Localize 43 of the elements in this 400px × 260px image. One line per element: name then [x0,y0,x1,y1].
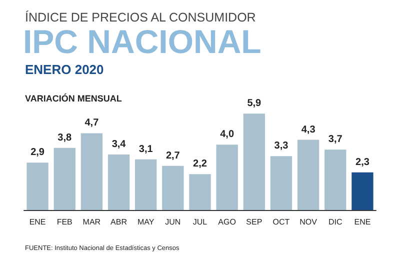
y-axis-title: VARIACIÓN MENSUAL [25,94,122,104]
chart-subtitle: ÍNDICE DE PRECIOS AL CONSUMIDOR [25,10,256,24]
bar [54,148,76,210]
bar [243,114,265,210]
bar [162,166,184,210]
bar [216,144,238,210]
data-label: 2,3 [356,156,370,168]
x-tick-label: JUL [192,218,208,226]
bar [352,172,374,210]
bar [270,156,292,210]
x-tick-label: AGO [218,218,236,226]
data-label: 3,8 [58,132,72,144]
x-tick-label: ENE [29,218,46,226]
x-tick-label: NOV [300,218,318,226]
bar [324,150,346,210]
data-label: 5,9 [247,98,262,110]
bar [135,159,157,210]
bar [108,154,130,210]
x-tick-label: JUN [165,218,181,226]
data-label: 3,4 [112,138,126,150]
data-label: 3,3 [274,140,289,152]
data-label: 2,7 [166,150,180,162]
chart-title: IPC NACIONAL [23,23,262,60]
data-label: 3,1 [138,144,154,155]
data-label: 3,7 [328,134,343,146]
data-label: 4,0 [220,129,234,140]
x-tick-label: MAY [137,218,155,226]
data-label: 4,7 [84,118,100,129]
bar [80,133,103,210]
data-label: 4,3 [301,124,316,136]
x-tick-label: OCT [272,218,290,226]
x-tick-label: ENE [354,218,371,226]
bar [297,140,320,210]
x-tick-label: MAR [82,218,101,226]
x-tick-label: SEP [246,218,262,226]
x-tick-label: ABR [110,218,128,226]
data-label: 2,2 [193,158,208,170]
bar [26,162,48,210]
bar [189,174,211,210]
data-label: 2,9 [30,147,45,158]
x-tick-label: DIC [328,218,342,226]
x-tick-label: FEB [56,218,72,226]
text: ENERO 2020 [25,62,104,77]
